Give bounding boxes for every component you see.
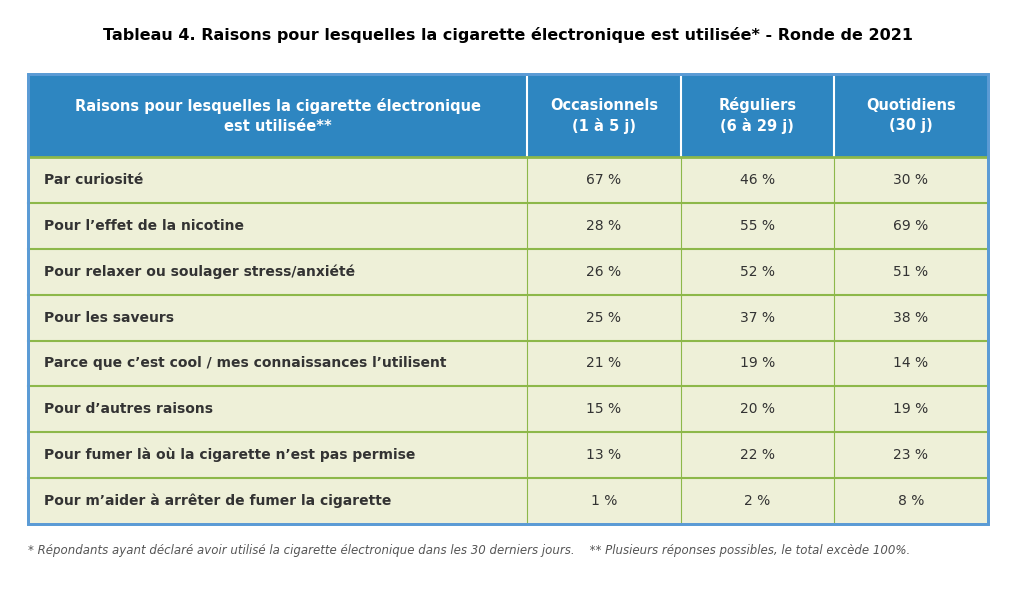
Text: 25 %: 25 % bbox=[586, 311, 622, 324]
Text: Pour relaxer ou soulager stress/anxiété: Pour relaxer ou soulager stress/anxiété bbox=[44, 265, 355, 279]
Text: 38 %: 38 % bbox=[893, 311, 929, 324]
Text: 19 %: 19 % bbox=[740, 356, 775, 371]
Text: Pour fumer là où la cigarette n’est pas permise: Pour fumer là où la cigarette n’est pas … bbox=[44, 448, 416, 462]
Bar bbox=[834, 295, 988, 340]
Text: Occasionnels
(1 à 5 j): Occasionnels (1 à 5 j) bbox=[550, 98, 658, 134]
Bar bbox=[834, 74, 988, 157]
Bar bbox=[28, 387, 527, 432]
Text: 28 %: 28 % bbox=[586, 219, 622, 233]
Bar bbox=[834, 478, 988, 524]
Text: Pour l’effet de la nicotine: Pour l’effet de la nicotine bbox=[44, 219, 244, 233]
Bar bbox=[527, 478, 681, 524]
Bar bbox=[681, 249, 834, 295]
Bar bbox=[527, 74, 681, 157]
Bar bbox=[527, 340, 681, 387]
Bar bbox=[28, 340, 527, 387]
Text: 26 %: 26 % bbox=[586, 265, 622, 279]
Text: 19 %: 19 % bbox=[893, 403, 929, 416]
Bar bbox=[681, 432, 834, 478]
Text: 2 %: 2 % bbox=[745, 494, 770, 508]
Text: Pour d’autres raisons: Pour d’autres raisons bbox=[44, 403, 212, 416]
Text: 22 %: 22 % bbox=[740, 448, 775, 462]
Bar bbox=[527, 249, 681, 295]
Bar bbox=[28, 478, 527, 524]
Bar bbox=[834, 203, 988, 249]
Bar bbox=[28, 203, 527, 249]
Text: Quotidiens
(30 j): Quotidiens (30 j) bbox=[866, 98, 956, 133]
Text: Réguliers
(6 à 29 j): Réguliers (6 à 29 j) bbox=[718, 97, 797, 134]
Bar bbox=[28, 432, 527, 478]
Bar bbox=[28, 249, 527, 295]
Bar bbox=[28, 295, 527, 340]
Text: 52 %: 52 % bbox=[740, 265, 775, 279]
Bar bbox=[681, 74, 834, 157]
Bar bbox=[28, 74, 988, 524]
Text: 30 %: 30 % bbox=[893, 173, 929, 187]
Text: Pour m’aider à arrêter de fumer la cigarette: Pour m’aider à arrêter de fumer la cigar… bbox=[44, 494, 391, 509]
Text: Tableau 4. Raisons pour lesquelles la cigarette électronique est utilisée* - Ron: Tableau 4. Raisons pour lesquelles la ci… bbox=[103, 27, 913, 43]
Bar bbox=[834, 249, 988, 295]
Bar bbox=[527, 387, 681, 432]
Text: 46 %: 46 % bbox=[740, 173, 775, 187]
Text: Pour les saveurs: Pour les saveurs bbox=[44, 311, 174, 324]
Bar bbox=[834, 340, 988, 387]
Bar bbox=[834, 157, 988, 203]
Bar bbox=[28, 74, 527, 157]
Bar bbox=[527, 203, 681, 249]
Text: 8 %: 8 % bbox=[898, 494, 924, 508]
Text: Par curiosité: Par curiosité bbox=[44, 173, 143, 187]
Text: Raisons pour lesquelles la cigarette électronique
est utilisée**: Raisons pour lesquelles la cigarette éle… bbox=[75, 98, 481, 134]
Bar bbox=[527, 157, 681, 203]
Text: 67 %: 67 % bbox=[586, 173, 622, 187]
Bar bbox=[527, 432, 681, 478]
Bar bbox=[681, 387, 834, 432]
Bar bbox=[28, 157, 527, 203]
Bar bbox=[681, 157, 834, 203]
Text: * Répondants ayant déclaré avoir utilisé la cigarette électronique dans les 30 d: * Répondants ayant déclaré avoir utilisé… bbox=[28, 544, 910, 557]
Bar bbox=[527, 295, 681, 340]
Text: 15 %: 15 % bbox=[586, 403, 622, 416]
Bar bbox=[681, 295, 834, 340]
Text: 51 %: 51 % bbox=[893, 265, 929, 279]
Text: 13 %: 13 % bbox=[586, 448, 622, 462]
Bar bbox=[681, 340, 834, 387]
Text: 21 %: 21 % bbox=[586, 356, 622, 371]
Bar bbox=[681, 203, 834, 249]
Text: 14 %: 14 % bbox=[893, 356, 929, 371]
Text: 37 %: 37 % bbox=[740, 311, 775, 324]
Bar bbox=[681, 478, 834, 524]
Text: 1 %: 1 % bbox=[590, 494, 617, 508]
Text: 55 %: 55 % bbox=[740, 219, 775, 233]
Text: Parce que c’est cool / mes connaissances l’utilisent: Parce que c’est cool / mes connaissances… bbox=[44, 356, 446, 371]
Text: 69 %: 69 % bbox=[893, 219, 929, 233]
Bar bbox=[834, 432, 988, 478]
Bar bbox=[28, 74, 988, 524]
Text: 23 %: 23 % bbox=[893, 448, 929, 462]
Bar bbox=[834, 387, 988, 432]
Text: 20 %: 20 % bbox=[740, 403, 775, 416]
